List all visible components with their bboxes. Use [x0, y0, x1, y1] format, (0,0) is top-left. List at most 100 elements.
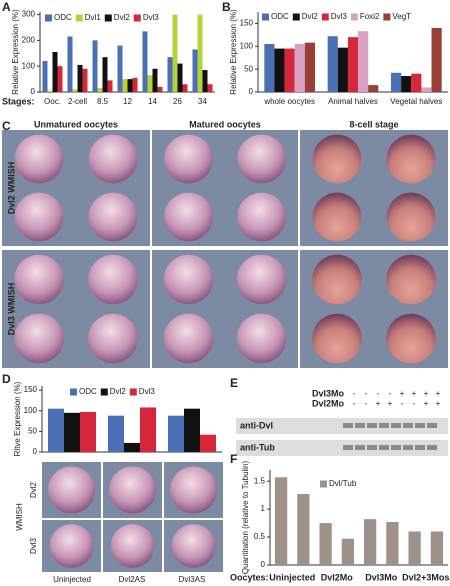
bar: [386, 521, 399, 565]
bar: [124, 442, 140, 452]
band: [367, 445, 377, 450]
sign: +: [388, 399, 393, 408]
embryo: [164, 134, 213, 184]
x-tick-label: 12: [123, 97, 132, 106]
bar: [172, 14, 178, 93]
embryo: [14, 134, 64, 184]
band: [427, 423, 437, 428]
bar: [297, 494, 310, 565]
band: [355, 445, 365, 450]
sign: -: [389, 389, 392, 398]
bar: [358, 31, 369, 92]
bar: [337, 47, 348, 92]
bar: [82, 68, 88, 92]
sign: -: [413, 399, 416, 408]
embryo: [14, 313, 64, 364]
sign: -: [377, 389, 380, 398]
y-axis-label: Quantitation (relative to Tubulin): [241, 460, 250, 574]
bar: [275, 477, 288, 565]
row-label: Dvl3: [29, 537, 38, 554]
blot-label: anti-Tub: [240, 442, 275, 452]
bar: [421, 87, 432, 92]
y-tick-label: 100: [240, 41, 254, 50]
bar: [52, 52, 58, 92]
bar: [401, 76, 412, 92]
legend-label: VegT: [392, 12, 411, 21]
row-title: WMISH: [15, 503, 24, 531]
bar: [184, 408, 200, 452]
sign: -: [401, 399, 404, 408]
x-tick-label: Animal halves: [328, 97, 378, 106]
band: [355, 423, 365, 428]
y-tick-label: 50: [28, 426, 37, 435]
embryo: [386, 313, 436, 364]
bar: [430, 531, 443, 565]
embryo: [312, 134, 362, 184]
bar: [408, 531, 421, 565]
y-axis-label: Relative Expression (%): [11, 9, 20, 95]
bar: [107, 80, 113, 92]
bar: [80, 411, 96, 452]
row-label: Dvl2 WMISH: [6, 162, 16, 215]
row-label: Dvl2: [29, 481, 38, 498]
column-label: Unmatured oocytes: [34, 119, 118, 129]
embryo: [88, 192, 138, 242]
bar: [294, 44, 305, 92]
legend-label: Dvl2: [302, 12, 319, 21]
legend-swatch: [100, 388, 108, 396]
bar: [108, 415, 124, 452]
bar: [152, 68, 158, 92]
bar: [202, 70, 208, 92]
legend-label: Dvl3: [331, 12, 348, 21]
y-axis-label: Rltve Expression (%): [13, 381, 22, 456]
y-tick-label: 1.5: [254, 476, 266, 485]
legend-swatch: [75, 14, 83, 22]
bar: [64, 412, 80, 452]
x-tick-label: 34: [198, 97, 207, 106]
embryo: [386, 134, 436, 184]
legend-swatch: [262, 13, 269, 21]
sign: -: [353, 389, 356, 398]
embryo: [236, 254, 287, 305]
embryo: [312, 192, 362, 242]
embryo: [164, 192, 213, 242]
bar: [167, 57, 173, 92]
sign: +: [412, 389, 417, 398]
bar: [200, 434, 216, 452]
sign: +: [376, 399, 381, 408]
band: [415, 445, 425, 450]
bar: [67, 36, 73, 92]
y-tick-label: 0: [33, 447, 38, 456]
bar: [97, 88, 103, 92]
legend-label: ODC: [54, 13, 72, 22]
y-tick-label: 300: [22, 10, 36, 19]
bar: [368, 85, 379, 92]
y-tick-label: 150: [24, 385, 38, 394]
bar: [284, 48, 295, 92]
bar: [132, 77, 138, 92]
bar: [341, 538, 354, 565]
bar: [117, 45, 123, 92]
sign: -: [365, 389, 368, 398]
x-tick-label: 8.5: [97, 97, 109, 106]
legend-swatch: [133, 14, 141, 22]
group-label: Dvl2Mo: [321, 572, 354, 582]
bar: [327, 36, 338, 92]
embryo: [237, 192, 286, 242]
embryo: [49, 524, 94, 568]
legend-label: Dvl2: [110, 387, 127, 396]
bar: [304, 42, 315, 92]
legend-label: Dvl/Tub: [329, 479, 357, 488]
embryo: [237, 134, 286, 184]
legend-swatch: [321, 13, 329, 21]
embryo: [108, 466, 157, 514]
sign: +: [424, 399, 429, 408]
x-axis-label: Stages:: [2, 96, 35, 106]
x-tick-label: Uninjected: [53, 575, 91, 584]
legend-label: Dvl1: [85, 13, 102, 22]
band: [391, 445, 401, 450]
x-axis-label: Oocytes:: [230, 572, 269, 582]
panel-label: D: [2, 372, 11, 386]
y-tick-label: 150: [240, 19, 254, 28]
bar: [431, 28, 442, 92]
